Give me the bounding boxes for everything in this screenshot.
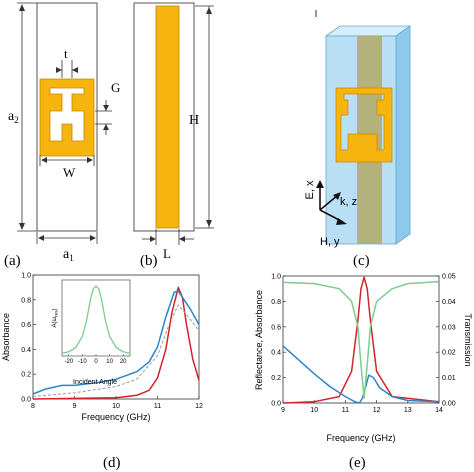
x-tick-label: 10 (310, 407, 318, 414)
y-tick-label: 0.2 (271, 375, 281, 382)
y-tick-label: 0.2 (21, 372, 31, 379)
y-tick-label: 0.8 (21, 297, 31, 304)
y2-tick-label: 0.01 (442, 375, 456, 382)
chart-e: Reflectance, Absorbance Transmission Fre… (254, 274, 473, 472)
axis-label-e: E, x (304, 180, 316, 199)
label-G: G (111, 80, 120, 95)
inset-x-tick-label: 0 (94, 359, 98, 365)
inset-x-label: Incident Angle (73, 379, 117, 386)
dimension-arrowheads-a (19, 4, 109, 241)
x-tick-label: 12 (373, 407, 381, 414)
caption-a: (a) (4, 253, 21, 269)
y-tick-label: 0.4 (21, 347, 31, 354)
x-tick-label: 13 (404, 407, 412, 414)
y2-axis-label-e: Transmission (463, 313, 473, 366)
inset-series (61, 285, 131, 354)
series-line-red (282, 276, 440, 404)
x-tick-label: 11 (342, 407, 349, 414)
x-axis-label-d: Frequency (GHz) (81, 412, 150, 422)
chart-d: Absorbance Frequency (GHz) 8 9 10 11 12 0.0 0.… (1, 273, 203, 472)
caption-b: (b) (140, 253, 158, 269)
x-tick-label: 8 (31, 403, 35, 410)
y2-tick-label: 0.00 (442, 401, 456, 408)
x-tick-label: 14 (435, 407, 443, 414)
y-axis-label-d: Absorbance (1, 313, 11, 361)
y-tick-label: 1.0 (271, 274, 281, 281)
inset-x-tick-label: -20 (64, 359, 73, 365)
inset-frame (61, 279, 131, 357)
inset-series-line (61, 285, 131, 354)
y2-tick-label: 0.03 (442, 324, 456, 331)
panel-a: t G a2 W a1 (a) (4, 2, 120, 269)
inset-d: -20 -10 0 10 20 Incident Angle A(ωres) (52, 279, 131, 386)
substrate-side (395, 25, 411, 245)
series-e (282, 276, 440, 404)
axis-arrowheads (316, 180, 347, 225)
y-tick-label: 1.0 (21, 273, 31, 280)
inset-x-tick-label: 10 (106, 359, 113, 365)
series-line-gray (32, 304, 200, 397)
ticks-e: 9 10 11 12 13 14 0.0 0.2 0.4 0.6 0.8 1.0 0.00 0.01 0.0… (271, 274, 455, 415)
x-tick-label: 9 (281, 407, 285, 414)
series-line-blue (32, 290, 200, 395)
label-t: t (64, 46, 68, 61)
y-tick-label: 0.0 (21, 397, 31, 404)
inset-ticks: -20 -10 0 10 20 (64, 354, 127, 365)
x-tick-label: 11 (154, 403, 161, 410)
metal-strip (155, 5, 180, 229)
plot-frame-e (282, 275, 440, 404)
ticks-d: 8 9 10 11 12 0.0 0.2 0.4 0.6 0.8 1.0 (21, 273, 203, 411)
y-tick-label: 0.6 (271, 324, 281, 331)
x-tick-label: 12 (195, 403, 203, 410)
series-line-red (32, 286, 200, 400)
axis-label-h: H, y (320, 236, 340, 248)
h-resonator-3d (335, 87, 393, 163)
x-axis-label-e: Frequency (GHz) (326, 433, 395, 443)
substrate-top (324, 25, 412, 37)
dimension-lines-b (142, 5, 214, 245)
y-tick-label: 0.0 (271, 401, 281, 408)
x-tick-label: 9 (73, 403, 77, 410)
series-line-green (282, 280, 440, 399)
dimension-arrowheads-b (150, 7, 212, 242)
panel-c: E, x k, z H, y (c) (304, 10, 412, 269)
label-W: W (63, 165, 76, 180)
series-d (32, 286, 200, 400)
y2-tick-label: 0.05 (442, 274, 456, 281)
caption-d: (d) (103, 455, 121, 471)
x-tick-label: 10 (112, 403, 120, 410)
inset-y-label: A(ωres) (52, 309, 59, 328)
y2-tick-label: 0.02 (442, 350, 456, 357)
label-a2: a2 (8, 109, 19, 125)
label-H: H (189, 113, 199, 128)
y-tick-label: 0.8 (271, 299, 281, 306)
y-tick-label: 0.6 (21, 322, 31, 329)
panel-b: H L (b) (133, 2, 214, 269)
series-line-blue (282, 345, 440, 404)
axis-label-k: k, z (340, 196, 357, 208)
label-L: L (163, 246, 171, 261)
inset-x-tick-label: -10 (78, 359, 87, 365)
caption-e: (e) (349, 455, 366, 471)
y2-tick-label: 0.04 (442, 299, 456, 306)
label-a1: a1 (63, 247, 74, 263)
inset-x-tick-label: 20 (120, 359, 127, 365)
caption-c: (c) (353, 253, 370, 269)
y-tick-label: 0.4 (271, 350, 281, 357)
y-axis-label-e: Reflectance, Absorbance (254, 290, 264, 390)
